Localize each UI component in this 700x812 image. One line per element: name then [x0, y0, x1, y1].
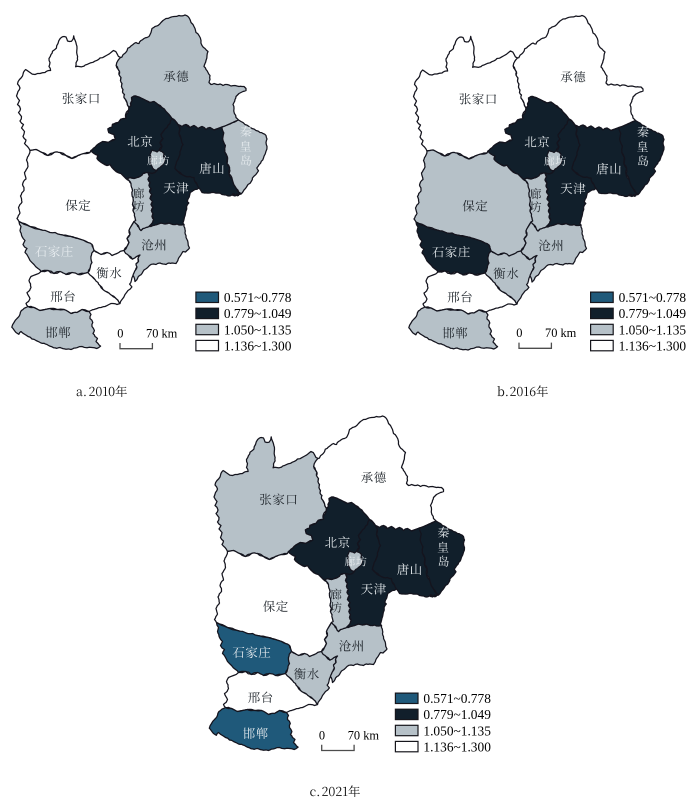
svg-text:70 km: 70 km [146, 327, 178, 341]
svg-text:0: 0 [319, 728, 325, 742]
svg-text:0.571~0.778: 0.571~0.778 [619, 291, 687, 306]
svg-text:0.779~1.049: 0.779~1.049 [224, 307, 291, 322]
svg-text:70 km: 70 km [545, 326, 577, 340]
svg-text:0.779~1.049: 0.779~1.049 [423, 708, 491, 723]
svg-text:1.050~1.135: 1.050~1.135 [423, 724, 491, 739]
svg-text:1.136~1.300: 1.136~1.300 [224, 339, 291, 354]
svg-text:0.571~0.778: 0.571~0.778 [423, 692, 491, 707]
svg-text:0: 0 [516, 326, 522, 340]
svg-text:1.136~1.300: 1.136~1.300 [619, 339, 687, 354]
svg-text:1.136~1.300: 1.136~1.300 [423, 740, 491, 755]
svg-text:1.050~1.135: 1.050~1.135 [619, 323, 687, 338]
svg-text:0.571~0.778: 0.571~0.778 [224, 291, 291, 306]
svg-text:0.779~1.049: 0.779~1.049 [619, 307, 687, 322]
svg-text:0: 0 [117, 327, 123, 341]
svg-text:70 km: 70 km [348, 728, 380, 742]
svg-text:1.050~1.135: 1.050~1.135 [224, 323, 291, 338]
